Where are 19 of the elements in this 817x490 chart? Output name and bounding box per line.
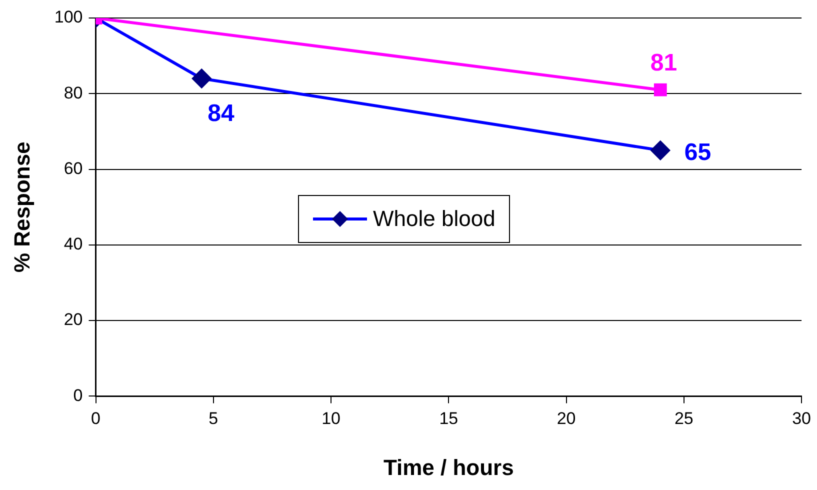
- data-label: 81: [650, 49, 678, 76]
- x-tick-label: 25: [674, 409, 694, 428]
- y-tick-label: 0: [73, 386, 83, 405]
- x-axis-title: Time / hours: [383, 454, 514, 480]
- x-tick-label: 0: [91, 409, 100, 428]
- legend-label: Whole blood: [373, 206, 496, 232]
- x-tick-label: 10: [322, 409, 340, 428]
- y-tick-label: 100: [54, 8, 83, 27]
- y-tick-label: 40: [64, 234, 83, 254]
- x-tick-label: 20: [556, 409, 576, 428]
- x-tick-label: 30: [792, 409, 812, 428]
- y-axis-title: % Response: [9, 142, 34, 273]
- y-tick-label: 80: [64, 83, 83, 102]
- y-tick-label: 20: [64, 310, 83, 330]
- x-tick-label: 5: [208, 409, 218, 428]
- x-tick-label: 15: [439, 409, 458, 428]
- data-label: 84: [208, 100, 235, 128]
- data-label: 65: [684, 138, 712, 166]
- y-tick-label: 60: [64, 158, 83, 178]
